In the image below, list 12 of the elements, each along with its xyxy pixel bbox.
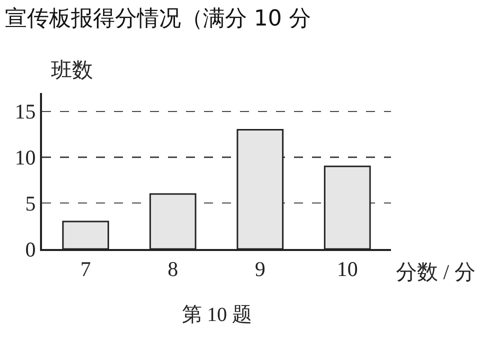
text: 第 10 题 <box>182 304 252 326</box>
chart-title: 宣传板报得分情况（满分 10 分 <box>4 6 311 32</box>
y-tick-label: 5 <box>25 191 36 216</box>
x-axis-title: 分数 / 分 <box>396 260 476 284</box>
x-tick-label: 9 <box>254 257 266 282</box>
y-tick-label: 10 <box>14 146 36 170</box>
y-tick-label: 15 <box>14 100 36 124</box>
y-tick-label: 0 <box>25 237 36 262</box>
x-tick-label: 7 <box>80 257 91 282</box>
x-tick-label: 8 <box>168 257 178 282</box>
y-axis-title: 班数 <box>51 58 93 82</box>
x-tick-label: 10 <box>336 257 358 282</box>
